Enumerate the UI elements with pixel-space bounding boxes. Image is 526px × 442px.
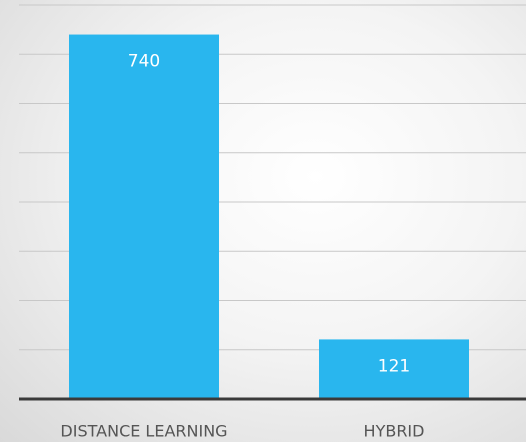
bar — [319, 339, 469, 399]
bar — [69, 34, 219, 400]
data-label: 121 — [378, 356, 410, 376]
x-tick-label: DISTANCE LEARNING — [60, 422, 227, 441]
data-label: 740 — [128, 52, 160, 72]
x-tick-label: HYBRID — [364, 422, 425, 441]
